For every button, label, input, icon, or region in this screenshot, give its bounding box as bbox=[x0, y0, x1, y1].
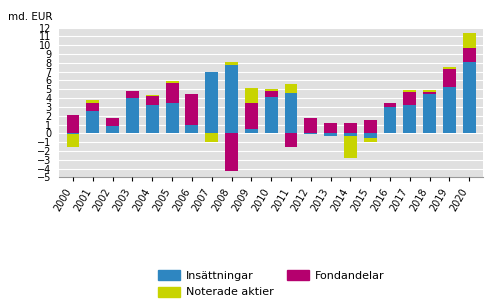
Bar bbox=[166, 83, 178, 103]
Bar bbox=[324, 123, 337, 133]
Bar bbox=[443, 67, 456, 69]
Bar bbox=[463, 62, 476, 133]
Bar bbox=[265, 91, 278, 97]
Bar bbox=[364, 138, 377, 142]
Bar bbox=[245, 88, 258, 103]
Bar bbox=[67, 115, 79, 133]
Bar bbox=[265, 97, 278, 133]
Bar bbox=[403, 90, 416, 92]
Bar bbox=[403, 92, 416, 105]
Bar bbox=[86, 100, 99, 103]
Bar bbox=[185, 94, 198, 125]
Bar bbox=[344, 123, 357, 133]
Bar bbox=[185, 125, 198, 133]
Bar bbox=[225, 65, 238, 133]
Bar bbox=[364, 120, 377, 133]
Bar bbox=[423, 92, 436, 94]
Bar bbox=[67, 133, 79, 134]
Bar bbox=[403, 105, 416, 133]
Bar bbox=[384, 103, 396, 107]
Legend: Insättningar, Noterade aktier, Fondandelar: Insättningar, Noterade aktier, Fondandel… bbox=[158, 270, 384, 297]
Bar bbox=[225, 62, 238, 65]
Bar bbox=[304, 118, 317, 133]
Bar bbox=[225, 133, 238, 171]
Bar bbox=[384, 107, 396, 133]
Bar bbox=[86, 103, 99, 111]
Bar bbox=[146, 95, 159, 96]
Bar bbox=[166, 103, 178, 133]
Bar bbox=[86, 111, 99, 133]
Bar bbox=[126, 91, 139, 98]
Bar bbox=[324, 133, 337, 136]
Bar bbox=[284, 133, 297, 147]
Bar bbox=[463, 48, 476, 62]
Bar bbox=[304, 133, 317, 134]
Bar bbox=[443, 69, 456, 87]
Bar bbox=[205, 133, 218, 142]
Bar bbox=[344, 133, 357, 136]
Bar bbox=[364, 133, 377, 138]
Bar bbox=[205, 72, 218, 133]
Bar bbox=[463, 33, 476, 48]
Text: md. EUR: md. EUR bbox=[8, 12, 53, 21]
Bar bbox=[166, 81, 178, 83]
Bar bbox=[146, 105, 159, 133]
Bar bbox=[106, 126, 119, 133]
Bar bbox=[423, 94, 436, 133]
Bar bbox=[146, 96, 159, 105]
Bar bbox=[67, 134, 79, 147]
Bar bbox=[245, 129, 258, 133]
Bar bbox=[245, 103, 258, 129]
Bar bbox=[265, 89, 278, 91]
Bar bbox=[284, 84, 297, 93]
Bar bbox=[423, 90, 436, 92]
Bar bbox=[106, 118, 119, 126]
Bar bbox=[344, 136, 357, 158]
Bar bbox=[443, 87, 456, 133]
Bar bbox=[126, 98, 139, 133]
Bar bbox=[284, 93, 297, 133]
